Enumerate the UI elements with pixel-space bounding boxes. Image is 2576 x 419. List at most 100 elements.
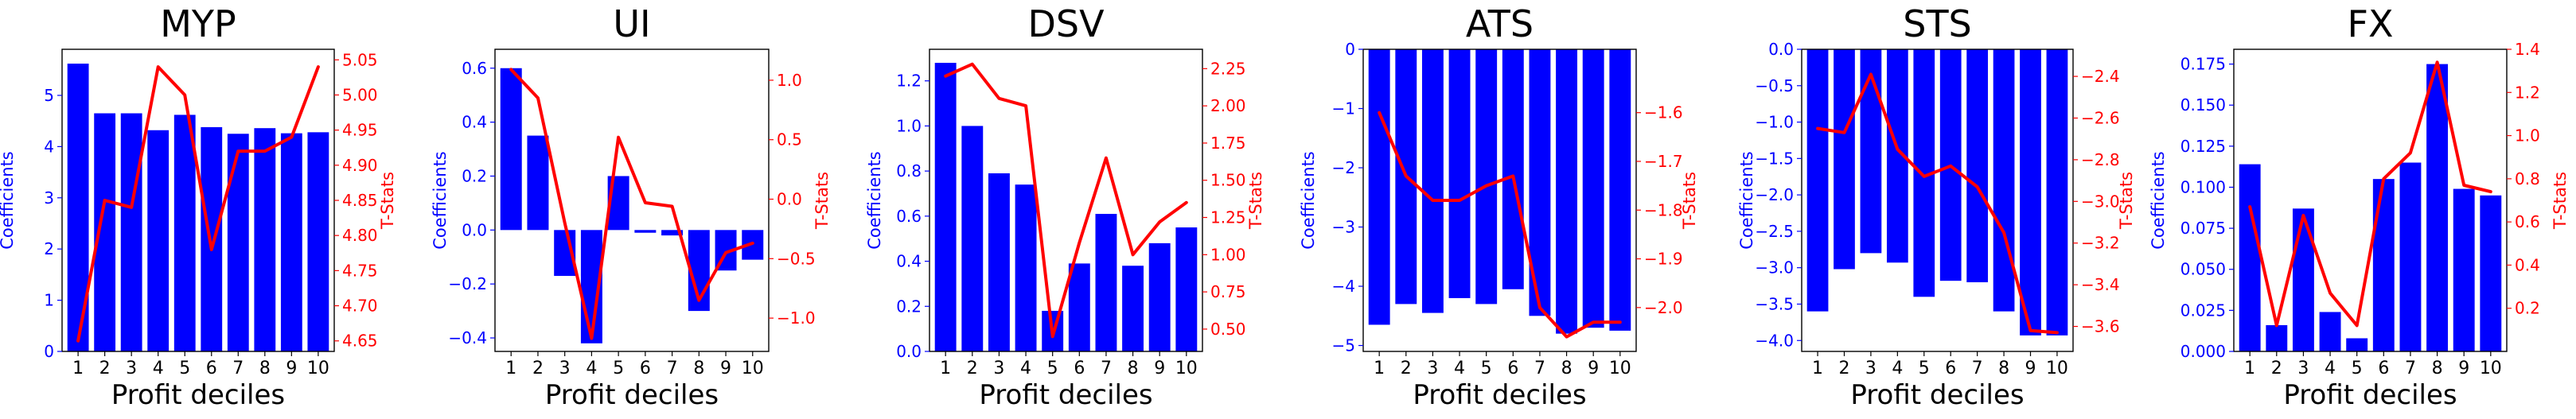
y-left-tick-label: 5 xyxy=(44,86,54,105)
x-tick-label: 1 xyxy=(1374,359,1385,378)
y-right-tick-label: 4.65 xyxy=(342,332,378,351)
bar xyxy=(2266,324,2288,351)
bar xyxy=(1095,214,1117,351)
x-tick-label: 5 xyxy=(179,359,190,378)
y-right-tick-label: −1.7 xyxy=(1644,152,1683,171)
y-right-tick-label: −3.4 xyxy=(2081,275,2120,294)
x-tick-label: 2 xyxy=(532,359,544,378)
x-tick-label: 8 xyxy=(2432,359,2443,378)
y-left-tick-label: −0.5 xyxy=(1755,76,1794,95)
chart-panel-fx: 1 2 3 4 5 6 7 8 9 10 0.000 0.025 0.050 0.075 0.100 0.12… xyxy=(2149,2,2570,411)
y-right-tick-label: 0.5 xyxy=(777,130,802,149)
x-tick-label: 6 xyxy=(640,359,651,378)
bar xyxy=(1175,227,1198,351)
bar xyxy=(1015,184,1037,351)
y-left-tick-label: 1.0 xyxy=(896,116,922,135)
y-left-tick-label: −0.4 xyxy=(448,328,487,347)
bar xyxy=(201,126,223,351)
x-tick-label: 1 xyxy=(2244,359,2255,378)
y-left-tick-label: −4 xyxy=(1332,277,1355,296)
y-left-tick-label: 0.2 xyxy=(462,166,487,185)
y-left-tick-label: −3.5 xyxy=(1755,294,1794,313)
x-tick-label: 2 xyxy=(1401,359,1412,378)
chart-title: ATS xyxy=(1466,2,1534,45)
chart-panel-myp: 1 2 3 4 5 6 7 8 9 100123454.654.704.754.804.854.9… xyxy=(0,2,397,411)
bar xyxy=(1148,242,1171,351)
x-tick-label: 6 xyxy=(1507,359,1518,378)
x-tick-label: 5 xyxy=(1047,359,1058,378)
plot-frame xyxy=(494,48,770,352)
y-left-axis-label: Coefficients xyxy=(1737,151,1756,250)
x-tick-label: 7 xyxy=(232,359,244,378)
y-right-tick-label: −2.0 xyxy=(1644,298,1683,317)
y-right-axis-label: T-Stats xyxy=(1246,172,1265,230)
y-right-tick-label: 4.85 xyxy=(342,191,378,210)
x-tick-label: 6 xyxy=(2378,359,2389,378)
bar xyxy=(1068,263,1090,351)
x-tick-label: 4 xyxy=(153,359,164,378)
y-left-tick-label: −3.0 xyxy=(1755,258,1794,277)
chart-panel-dsv: 1 2 3 4 5 6 7 8 9 10 0.0 0.2 0.4 0.6 0.8 1.0 1.2 0.50 0.75… xyxy=(865,2,1265,411)
x-tick-label: 9 xyxy=(2458,359,2469,378)
chart-title: MYP xyxy=(160,2,236,45)
bar xyxy=(120,113,142,351)
x-tick-label: 8 xyxy=(1998,359,2009,378)
x-tick-label: 9 xyxy=(286,359,297,378)
chart-title: STS xyxy=(1903,2,1972,45)
bar xyxy=(2372,179,2395,351)
bar xyxy=(307,132,329,351)
chart-title: DSV xyxy=(1027,2,1105,45)
y-left-axis-label: Coefficients xyxy=(1299,151,1318,250)
y-right-tick-label: −2.8 xyxy=(2081,150,2120,169)
y-right-tick-label: −2.6 xyxy=(2081,108,2120,127)
y-left-tick-label: 0.0 xyxy=(896,342,922,361)
y-left-tick-label: −2.5 xyxy=(1755,222,1794,241)
x-axis-label: Profit deciles xyxy=(2283,379,2457,411)
y-right-tick-label: 4.80 xyxy=(342,226,378,245)
bar xyxy=(1609,49,1631,331)
y-right-tick-label: −0.5 xyxy=(777,249,816,268)
bar xyxy=(2020,49,2041,336)
x-tick-label: 9 xyxy=(2025,359,2036,378)
series-line xyxy=(1378,111,1622,339)
series-line xyxy=(76,65,320,343)
y-right-tick-label: 1.0 xyxy=(2515,126,2540,145)
y-right-tick-label: 0.8 xyxy=(2515,169,2540,188)
x-tick-label: 5 xyxy=(1919,359,1930,378)
x-axis-label: Profit deciles xyxy=(111,379,285,411)
bar xyxy=(1860,49,1882,254)
x-tick-label: 3 xyxy=(1865,359,1876,378)
y-left-tick-label: 0 xyxy=(44,342,54,361)
chart-panel-sts: 1 2 3 4 5 6 7 8 9 10 −4.0 −3.5 −3.0 −2.5 −2.0 −1.5 −1.0 −… xyxy=(1737,2,2136,411)
y-left-tick-label: 0.025 xyxy=(2180,301,2226,320)
bar xyxy=(254,128,276,351)
y-left-tick-label: −2 xyxy=(1332,158,1355,177)
bar xyxy=(1475,49,1498,305)
x-tick-label: 4 xyxy=(586,359,597,378)
x-tick-label: 9 xyxy=(1588,359,1599,378)
y-left-tick-label: −4.0 xyxy=(1755,331,1794,350)
x-axis-label: Profit deciles xyxy=(979,379,1152,411)
bar xyxy=(527,135,549,231)
x-axis-label: Profit deciles xyxy=(1850,379,2024,411)
x-tick-label: 10 xyxy=(307,359,329,378)
y-right-tick-label: 1.0 xyxy=(777,71,802,90)
y-left-tick-label: −2.0 xyxy=(1755,185,1794,204)
y-left-axis-label: Coefficients xyxy=(431,151,450,250)
y-right-axis-label: T-Stats xyxy=(1680,172,1699,230)
y-left-tick-label: 0.6 xyxy=(462,59,487,78)
y-left-tick-label: 0.8 xyxy=(896,161,922,180)
y-left-tick-label: 1 xyxy=(44,291,54,310)
bar xyxy=(1556,49,1578,334)
bar xyxy=(1966,49,1989,283)
chart-title: UI xyxy=(613,2,650,45)
y-left-tick-label: 0 xyxy=(1345,40,1355,59)
bar xyxy=(2453,188,2475,351)
x-tick-label: 10 xyxy=(1175,359,1198,378)
y-left-tick-label: 0.150 xyxy=(2180,95,2226,114)
bar xyxy=(1368,49,1390,325)
x-tick-label: 4 xyxy=(1454,359,1465,378)
x-tick-label: 7 xyxy=(1101,359,1112,378)
x-tick-label: 10 xyxy=(2046,359,2068,378)
y-right-tick-label: −3.6 xyxy=(2081,317,2120,336)
